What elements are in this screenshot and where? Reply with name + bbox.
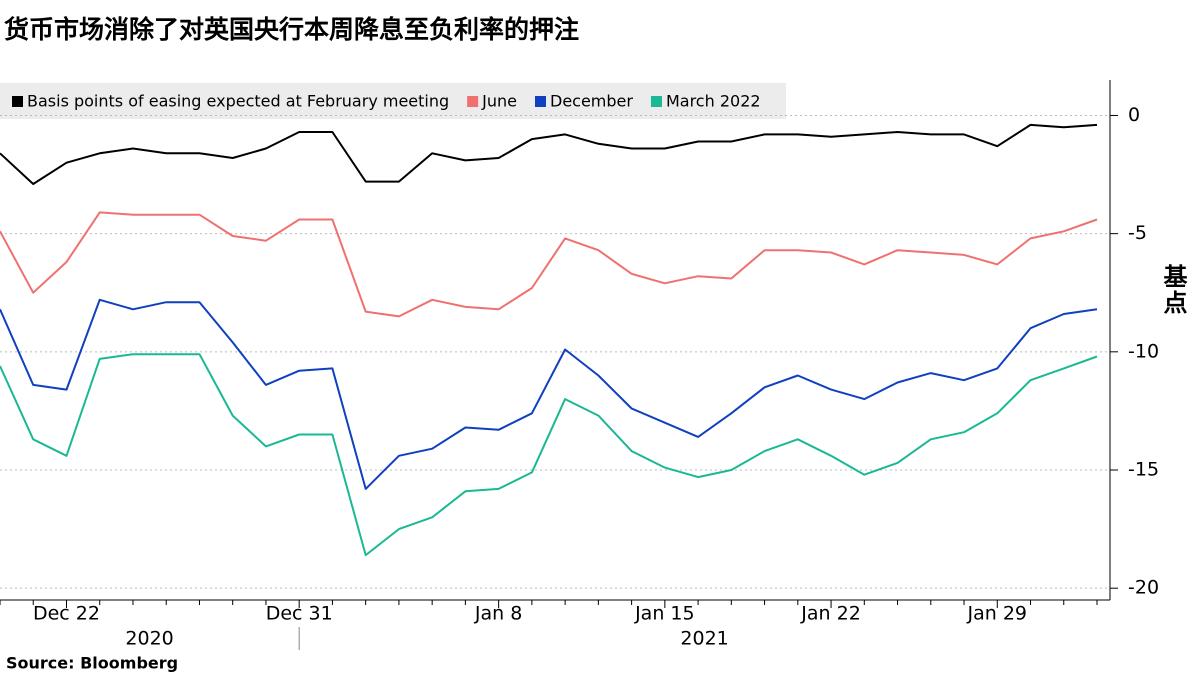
legend-label: March 2022	[666, 92, 761, 111]
y-tick-label: 0	[1128, 104, 1140, 126]
y-axis-label: 基点	[1159, 264, 1187, 316]
source: Source: Bloomberg	[6, 654, 178, 673]
legend-swatch	[535, 96, 546, 107]
x-tick-label: Jan 8	[474, 603, 522, 625]
series-line	[0, 123, 1098, 185]
y-tick-label: -15	[1128, 459, 1159, 481]
legend-label: December	[550, 92, 633, 111]
y-tick-label: -10	[1128, 340, 1159, 362]
year-label: 2021	[680, 628, 728, 650]
y-tick-label: -5	[1128, 222, 1147, 244]
series-line	[0, 298, 1098, 490]
x-tick-label: Jan 15	[634, 603, 695, 625]
x-tick-label: Dec 22	[33, 603, 100, 625]
legend-swatch	[467, 96, 479, 107]
x-tick-label: Dec 31	[266, 603, 333, 625]
legend-swatch	[650, 96, 662, 107]
legend-swatch	[12, 96, 23, 107]
year-label: 2020	[125, 628, 173, 650]
x-tick-label: Jan 22	[800, 603, 861, 625]
chart-title: 货币市场消除了对英国央行本周降息至负利率的押注	[4, 15, 579, 44]
x-tick-label: Jan 29	[967, 603, 1028, 625]
legend-label: June	[481, 92, 517, 111]
legend-label: Basis points of easing expected at Febru…	[27, 92, 449, 111]
series-line	[0, 211, 1098, 318]
y-tick-label: -20	[1128, 577, 1159, 599]
series-line	[0, 353, 1098, 557]
